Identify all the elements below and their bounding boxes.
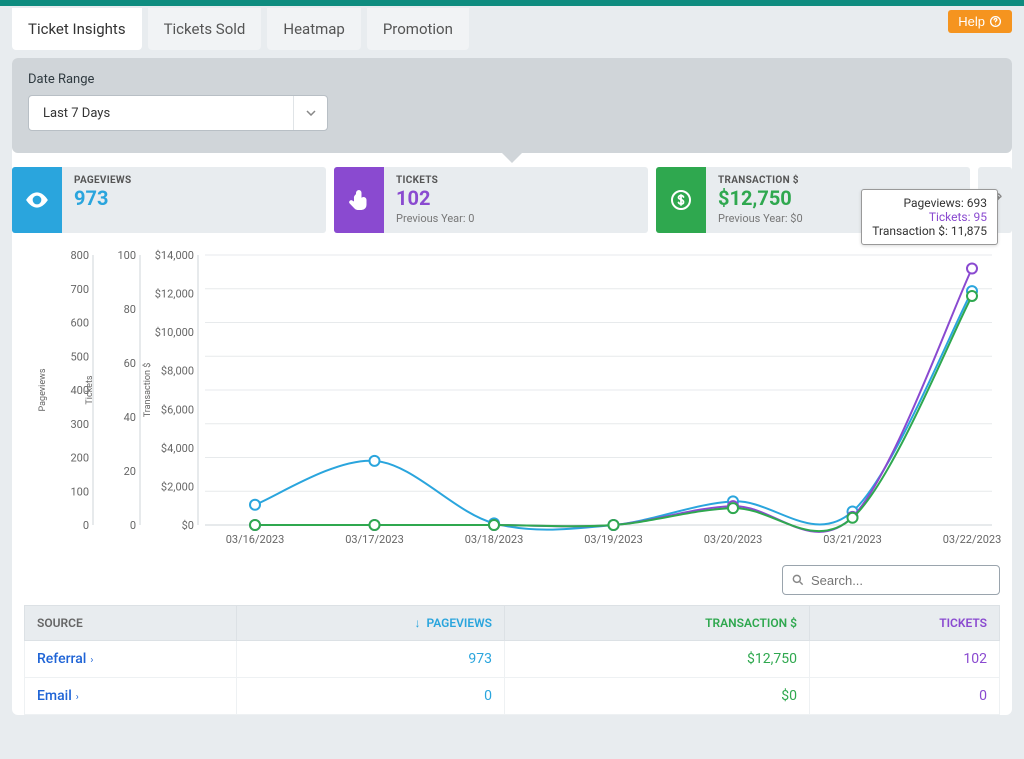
svg-text:200: 200 <box>70 452 89 465</box>
chevron-right-icon: › <box>90 655 93 666</box>
col-transaction[interactable]: TRANSACTION $ <box>504 606 809 641</box>
svg-text:Transaction $: Transaction $ <box>142 363 153 418</box>
svg-text:03/19/2023: 03/19/2023 <box>584 533 643 546</box>
metric-prev: Previous Year: 0 <box>396 212 636 225</box>
svg-text:$4,000: $4,000 <box>161 442 194 455</box>
svg-text:$14,000: $14,000 <box>155 249 194 262</box>
line-chart: 0100200300400500600700800Pageviews020406… <box>18 245 1006 555</box>
svg-text:03/21/2023: 03/21/2023 <box>823 533 882 546</box>
metric-value: 102 <box>396 186 636 210</box>
svg-text:$2,000: $2,000 <box>161 480 194 493</box>
svg-text:03/16/2023: 03/16/2023 <box>226 533 285 546</box>
source-link[interactable]: Referral <box>37 651 86 667</box>
metric-label: TRANSACTION $ <box>718 175 958 186</box>
svg-text:300: 300 <box>70 418 89 431</box>
search-box[interactable] <box>782 565 1000 595</box>
metric-label: PAGEVIEWS <box>74 175 314 186</box>
tab-ticket-insights[interactable]: Ticket Insights <box>12 8 142 50</box>
daterange-label: Date Range <box>28 72 996 87</box>
svg-text:500: 500 <box>70 350 89 363</box>
svg-text:Tickets: Tickets <box>85 375 95 404</box>
svg-text:03/17/2023: 03/17/2023 <box>345 533 404 546</box>
cell-pageviews: 0 <box>237 678 505 715</box>
svg-text:$12,000: $12,000 <box>155 288 194 301</box>
daterange-value: Last 7 Days <box>29 106 293 121</box>
svg-text:$8,000: $8,000 <box>161 365 194 378</box>
eye-icon <box>12 167 62 233</box>
tooltip-line: Transaction $: 11,875 <box>872 224 987 238</box>
svg-text:600: 600 <box>70 317 89 330</box>
svg-text:80: 80 <box>124 303 136 316</box>
svg-text:Pageviews: Pageviews <box>38 368 48 411</box>
source-link[interactable]: Email <box>37 688 72 704</box>
tabs: Ticket InsightsTickets SoldHeatmapPromot… <box>0 8 1024 50</box>
cell-tickets: 102 <box>810 641 1000 678</box>
col-source[interactable]: SOURCE <box>25 606 237 641</box>
metric-value: 973 <box>74 186 314 210</box>
tooltip-line: Pageviews: 693 <box>872 196 987 210</box>
svg-text:0: 0 <box>130 519 136 532</box>
help-label: Help <box>958 14 985 29</box>
svg-text:20: 20 <box>124 465 136 478</box>
tooltip-line: Tickets: 95 <box>872 210 987 224</box>
svg-text:60: 60 <box>124 357 136 370</box>
chart: Pageviews: 693Tickets: 95Transaction $: … <box>12 233 1012 559</box>
dollar-icon <box>656 167 706 233</box>
search-icon <box>791 573 805 587</box>
svg-text:03/22/2023: 03/22/2023 <box>943 533 1002 546</box>
svg-text:03/18/2023: 03/18/2023 <box>465 533 524 546</box>
daterange-panel: Date Range Last 7 Days <box>12 58 1012 153</box>
col-tickets[interactable]: TICKETS <box>810 606 1000 641</box>
hand-icon <box>334 167 384 233</box>
tab-promotion[interactable]: Promotion <box>367 8 469 50</box>
svg-text:800: 800 <box>70 249 89 262</box>
metric-tickets[interactable]: TICKETS 102 Previous Year: 0 <box>334 167 648 233</box>
svg-text:100: 100 <box>70 485 89 498</box>
table-row: Referral › 973$12,750102 <box>25 641 1000 678</box>
svg-text:$0: $0 <box>182 519 194 532</box>
cell-transaction: $0 <box>504 678 809 715</box>
panel-notch <box>500 151 524 163</box>
help-button[interactable]: Help <box>948 10 1012 33</box>
cell-transaction: $12,750 <box>504 641 809 678</box>
chevron-down-icon <box>293 96 327 130</box>
svg-text:40: 40 <box>124 411 136 424</box>
svg-text:700: 700 <box>70 283 89 296</box>
metric-label: TICKETS <box>396 175 636 186</box>
tab-heatmap[interactable]: Heatmap <box>267 8 360 50</box>
col-pageviews[interactable]: ↓PAGEVIEWS <box>237 606 505 641</box>
cell-tickets: 0 <box>810 678 1000 715</box>
svg-text:0: 0 <box>83 519 89 532</box>
table-row: Email › 0$00 <box>25 678 1000 715</box>
daterange-select[interactable]: Last 7 Days <box>28 95 328 131</box>
source-table: SOURCE↓PAGEVIEWSTRANSACTION $TICKETS Ref… <box>24 605 1000 715</box>
metric-pageviews[interactable]: PAGEVIEWS 973 <box>12 167 326 233</box>
svg-text:$6,000: $6,000 <box>161 403 194 416</box>
svg-text:$10,000: $10,000 <box>155 326 194 339</box>
chart-tooltip: Pageviews: 693Tickets: 95Transaction $: … <box>861 189 998 245</box>
svg-text:100: 100 <box>117 249 136 262</box>
help-icon <box>989 15 1002 28</box>
svg-text:03/20/2023: 03/20/2023 <box>704 533 763 546</box>
tab-tickets-sold[interactable]: Tickets Sold <box>148 8 262 50</box>
chevron-right-icon: › <box>76 692 79 703</box>
search-input[interactable] <box>811 573 991 588</box>
cell-pageviews: 973 <box>237 641 505 678</box>
